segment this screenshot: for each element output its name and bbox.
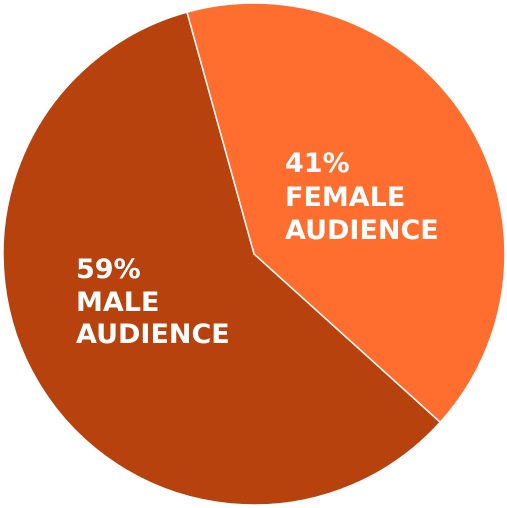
male-line-1: MALE <box>76 287 159 318</box>
slice-male <box>2 11 442 506</box>
female-line-2: AUDIENCE <box>285 215 439 246</box>
slice-label-female: 41% FEMALE AUDIENCE <box>285 148 439 246</box>
slice-female <box>185 2 506 424</box>
slice-label-male: 59% MALE AUDIENCE <box>76 254 230 350</box>
male-line-2: AUDIENCE <box>76 319 230 350</box>
female-line-1: FEMALE <box>285 182 405 213</box>
male-percent: 59% <box>76 254 141 285</box>
female-percent: 41% <box>285 148 350 179</box>
